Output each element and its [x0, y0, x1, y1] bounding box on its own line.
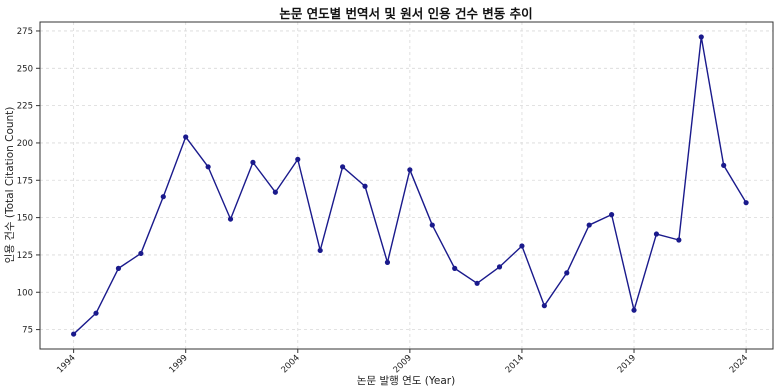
data-point-2008 — [384, 259, 391, 265]
x-axis-title: 논문 발행 연도 (Year) — [357, 375, 455, 387]
y-tick-label: 275 — [17, 27, 33, 37]
data-point-2014 — [519, 243, 525, 249]
data-point-2021 — [676, 237, 682, 243]
x-tick-label: 1999 — [167, 353, 189, 375]
data-point-2005 — [317, 247, 323, 254]
data-point-1998 — [160, 194, 166, 200]
data-point-2007 — [362, 183, 368, 189]
x-tick-label: 2004 — [280, 353, 302, 375]
y-axis: 75 100 125 150 175 200 225 250 275 — [17, 27, 40, 336]
data-point-2019 — [631, 307, 637, 313]
data-point-2000 — [205, 164, 211, 170]
data-point-1999 — [183, 134, 189, 140]
x-tick-label: 2019 — [616, 353, 638, 375]
data-point-2011 — [452, 265, 458, 271]
chart-title: 논문 연도별 번역서 및 원서 인용 건수 변동 추이 — [279, 6, 532, 21]
data-point-2018 — [609, 212, 615, 218]
data-point-2010 — [429, 222, 435, 228]
data-point-2003 — [272, 189, 278, 195]
y-axis-title: 인용 건수 (Total Citation Count) — [4, 107, 16, 264]
data-point-2001 — [227, 216, 234, 222]
data-point-2017 — [586, 222, 592, 228]
data-point-2013 — [496, 264, 503, 270]
data-point-1996 — [115, 265, 122, 271]
data-point-2006 — [340, 164, 346, 170]
x-tick-label: 2014 — [504, 353, 526, 375]
y-tick-label: 100 — [17, 288, 33, 298]
data-point-2023 — [721, 162, 727, 168]
series-group — [71, 34, 749, 337]
y-tick-label: 175 — [17, 176, 33, 186]
data-point-1997 — [138, 250, 144, 257]
grid — [40, 22, 773, 349]
y-tick-label: 200 — [17, 139, 33, 149]
data-point-2002 — [250, 159, 256, 165]
data-point-2016 — [564, 270, 570, 276]
data-point-2015 — [541, 303, 547, 309]
x-axis: 1994 1999 2004 2009 2014 2019 2024 — [55, 349, 750, 375]
y-tick-label: 225 — [17, 102, 33, 112]
y-tick-label: 150 — [17, 214, 33, 224]
x-tick-label: 1994 — [55, 353, 77, 375]
data-point-2022 — [698, 34, 704, 40]
data-point-2004 — [295, 156, 301, 162]
data-point-1994 — [71, 331, 77, 337]
y-tick-label: 125 — [17, 251, 33, 261]
y-tick-label: 75 — [22, 326, 33, 336]
data-point-2020 — [653, 231, 660, 237]
data-point-2024 — [743, 200, 749, 206]
x-tick-label: 2024 — [728, 353, 750, 375]
data-point-2012 — [474, 280, 480, 286]
plot-frame — [39, 21, 774, 350]
y-tick-label: 250 — [17, 64, 33, 74]
data-point-1995 — [93, 310, 99, 316]
data-point-2009 — [407, 167, 413, 173]
x-tick-label: 2009 — [392, 353, 414, 375]
